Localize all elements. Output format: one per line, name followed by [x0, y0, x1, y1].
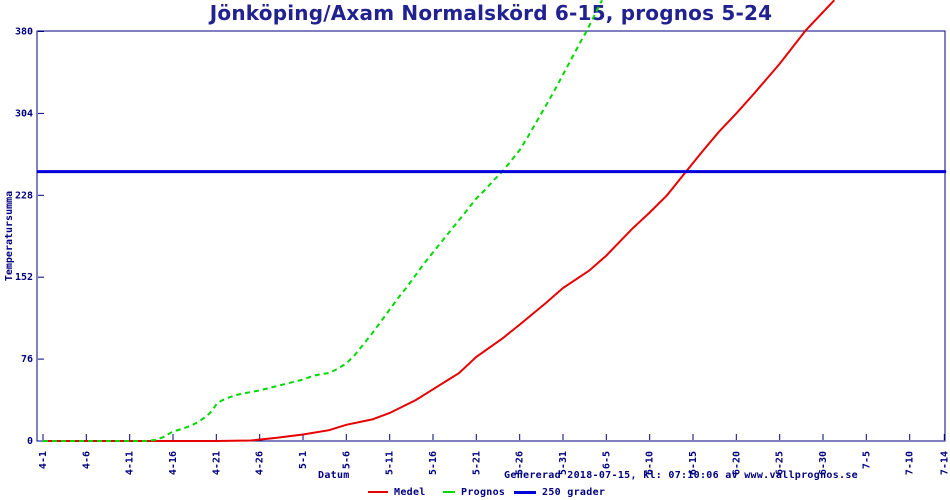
x-tick-label: 7-10	[905, 451, 916, 475]
x-tick-label: 5-26	[515, 451, 526, 475]
x-tick-label: 5-16	[428, 451, 439, 475]
x-tick-label: 4-21	[211, 451, 222, 475]
x-tick-label: 7-5	[861, 451, 872, 469]
x-tick-label: 4-6	[81, 451, 92, 469]
x-tick-label: 4-1	[38, 451, 49, 469]
y-tick-label: 380	[15, 27, 33, 38]
medel-line	[43, 0, 836, 442]
x-tick-label: 5-1	[298, 451, 309, 469]
y-tick-label: 228	[15, 190, 33, 201]
x-tick-label: 6-10	[645, 451, 656, 475]
legend-item-prognos: Prognos	[443, 486, 505, 498]
legend-label-medel: Medel	[394, 486, 426, 498]
x-tick-label: 5-31	[558, 451, 569, 475]
legend-item-250-grader: 250 grader	[514, 486, 605, 498]
x-tick-label: 4-16	[168, 451, 179, 475]
y-tick-label: 0	[27, 436, 33, 447]
y-axis-title: Temperatursumma	[4, 191, 15, 281]
x-tick-label: 4-11	[125, 451, 136, 475]
y-tick-label: 76	[21, 354, 33, 365]
threshold-line-swatch	[514, 490, 536, 494]
x-tick-label: 6-25	[775, 451, 786, 475]
x-tick-label: 5-11	[385, 451, 396, 475]
y-tick-label: 304	[15, 108, 33, 119]
prognos-line-swatch	[443, 491, 455, 493]
plot-frame	[36, 30, 946, 442]
x-tick-label: 6-5	[601, 451, 612, 469]
x-tick-label: 4-26	[255, 451, 266, 475]
y-tick-label: 152	[15, 272, 33, 283]
x-axis-title: Datum	[318, 470, 350, 481]
x-tick-label: 6-20	[731, 451, 742, 475]
medel-line-swatch	[368, 491, 388, 493]
x-tick-label: 5-21	[471, 451, 482, 475]
x-tick-label: 7-14	[939, 451, 950, 475]
x-tick-label: 5-6	[341, 451, 352, 469]
prognos-line	[43, 0, 603, 442]
x-tick-label: 6-30	[818, 451, 829, 475]
chart-title: Jönköping/Axam Normalskörd 6-15, prognos…	[209, 1, 773, 25]
legend-label-250-grader: 250 grader	[542, 486, 606, 498]
generated-timestamp: Genererad 2018-07-15, kl: 07:10:06 av ww…	[504, 470, 858, 481]
x-tick-label: 6-15	[688, 451, 699, 475]
legend-label-prognos: Prognos	[461, 486, 506, 498]
legend-item-medel: Medel	[368, 486, 426, 498]
